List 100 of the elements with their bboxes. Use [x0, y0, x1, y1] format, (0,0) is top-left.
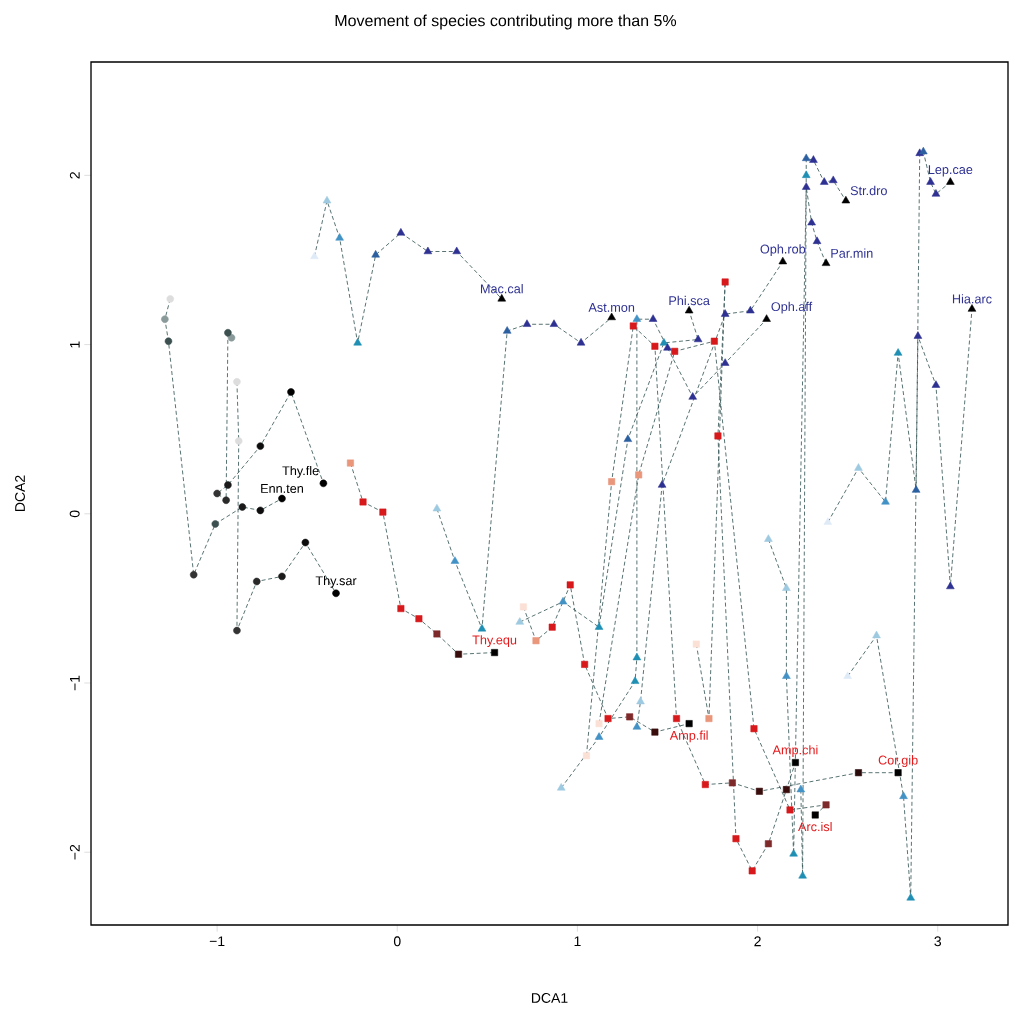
point — [452, 246, 461, 255]
point — [692, 640, 700, 648]
point — [636, 696, 645, 705]
point — [823, 517, 833, 525]
point — [673, 715, 680, 723]
point — [256, 442, 265, 450]
point — [663, 343, 672, 351]
point — [748, 867, 756, 875]
point — [632, 314, 642, 322]
point — [515, 617, 524, 625]
point — [919, 146, 928, 155]
point — [623, 434, 633, 442]
point — [415, 615, 423, 623]
point — [238, 503, 247, 511]
point — [931, 189, 941, 197]
point — [657, 480, 667, 488]
point — [604, 715, 612, 723]
point — [224, 481, 232, 489]
point — [432, 503, 442, 512]
series-label: Amp.fil — [669, 730, 708, 743]
point — [335, 233, 344, 241]
point — [721, 278, 729, 286]
point — [796, 784, 806, 793]
point — [714, 432, 722, 440]
point — [346, 459, 354, 467]
y-tick-label: 1 — [70, 341, 80, 348]
point — [854, 463, 863, 471]
point — [782, 786, 790, 794]
point — [786, 806, 794, 814]
point — [635, 471, 643, 479]
series-label: Phi.sca — [669, 295, 710, 306]
point — [651, 342, 659, 350]
point — [608, 478, 616, 486]
point — [626, 713, 634, 721]
y-axis-title: DCA2 — [15, 475, 25, 511]
point — [301, 538, 310, 547]
point — [899, 791, 908, 799]
point — [705, 715, 713, 723]
point — [161, 315, 169, 323]
point — [843, 671, 852, 679]
point — [822, 801, 830, 809]
point — [764, 534, 773, 542]
point — [310, 251, 319, 260]
point — [450, 556, 460, 564]
series-label: Thy.sar — [315, 575, 357, 588]
point — [233, 378, 241, 386]
point — [549, 319, 559, 327]
point — [913, 331, 923, 339]
point — [855, 769, 862, 777]
y-tick-label: 2 — [69, 172, 80, 179]
x-tick-label: 0 — [393, 936, 401, 947]
series-label: Arc.isl — [798, 821, 832, 832]
point — [755, 787, 763, 795]
series-label: Oph.aff — [771, 301, 813, 314]
series-label: Thy.fle — [282, 465, 319, 478]
point — [802, 182, 811, 190]
point — [829, 175, 838, 183]
point — [557, 783, 566, 791]
point — [287, 388, 295, 396]
point — [632, 722, 642, 730]
point — [455, 650, 462, 658]
series-label: Thy.equ — [472, 635, 517, 647]
point — [595, 720, 603, 728]
point — [548, 623, 556, 631]
point — [688, 392, 697, 400]
point — [911, 485, 921, 493]
x-axis-title: DCA1 — [531, 993, 568, 1003]
x-tick-label: 1 — [574, 936, 581, 946]
series-label: Par.min — [831, 248, 873, 258]
point — [235, 437, 243, 445]
point — [359, 498, 367, 506]
point — [396, 228, 406, 236]
point — [423, 246, 433, 255]
point — [502, 326, 512, 334]
point — [253, 577, 261, 586]
series-label: Cor.gib — [878, 755, 918, 768]
point — [720, 358, 730, 366]
series-label: Ast.mon — [588, 303, 635, 312]
series-label: Oph.rob — [760, 244, 806, 257]
point — [946, 581, 955, 590]
point — [594, 622, 604, 630]
y-tick-label: −2 — [69, 844, 80, 860]
point — [532, 637, 540, 645]
point — [931, 380, 941, 388]
point — [671, 347, 679, 355]
point — [397, 605, 405, 613]
series-label: Enn.ten — [261, 484, 303, 493]
point — [519, 603, 527, 611]
point — [648, 314, 658, 322]
point — [322, 195, 332, 204]
point — [659, 338, 669, 346]
chart-title: Movement of species contributing more than 5% — [335, 14, 677, 30]
point — [371, 250, 380, 258]
point — [812, 236, 822, 244]
point — [594, 732, 604, 740]
point — [319, 479, 328, 488]
x-tick-label: 3 — [934, 936, 942, 947]
point — [581, 660, 589, 668]
x-tick-label: −1 — [209, 936, 225, 946]
point — [379, 508, 387, 516]
